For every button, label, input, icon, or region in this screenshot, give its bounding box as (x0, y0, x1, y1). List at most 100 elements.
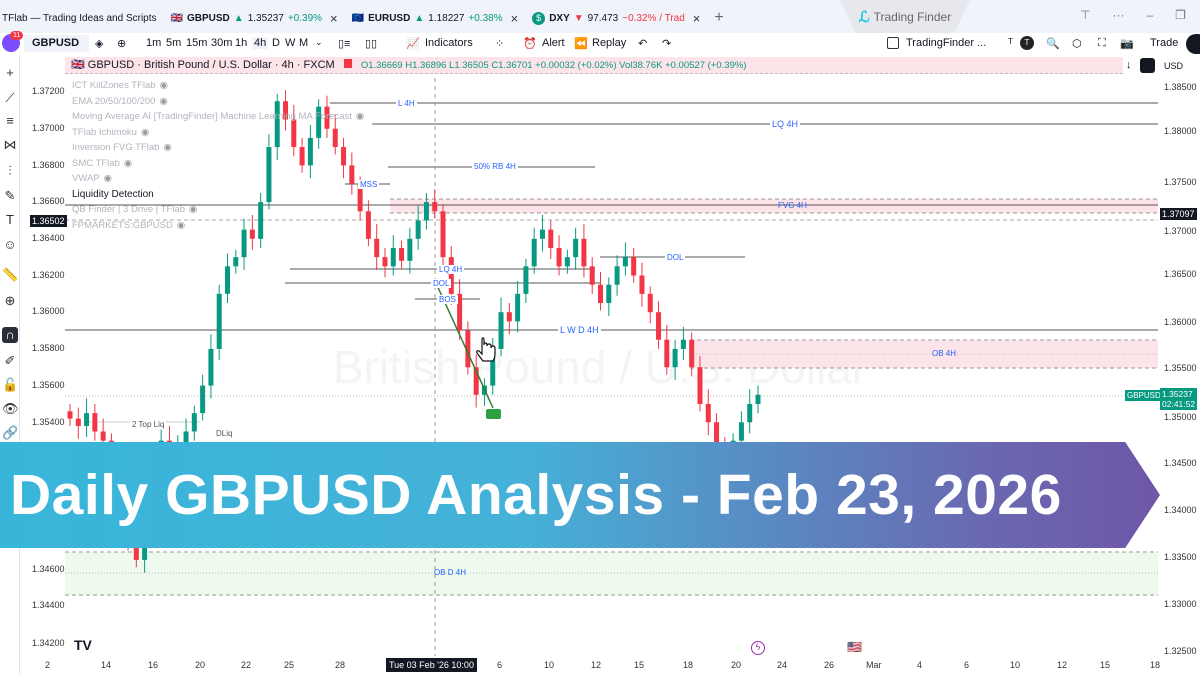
lock-drawings-icon[interactable]: ✐ (4, 353, 16, 368)
camera-icon[interactable]: 📷 (1120, 38, 1134, 50)
tradingview-logo[interactable]: TV (74, 637, 92, 653)
trend-line-icon[interactable]: ⟋ (5, 90, 15, 105)
interval-d[interactable]: D (272, 37, 280, 49)
indicator-item[interactable]: EMA 20/50/100/200 ◉ (72, 95, 168, 107)
new-tab-button[interactable]: + (714, 9, 724, 26)
fib-icon[interactable]: ≡ (6, 113, 14, 128)
indicator-item[interactable]: Inversion FVG TFlab ◉ (72, 142, 172, 153)
close-icon[interactable]: × (510, 10, 519, 26)
eye-hidden-icon[interactable]: ◉ (123, 157, 133, 169)
eye-icon[interactable]: 👁 (2, 401, 19, 416)
brush-icon[interactable]: ✎ (4, 188, 16, 203)
text-icon[interactable]: T (6, 212, 14, 227)
eye-hidden-icon[interactable]: ◉ (103, 173, 112, 184)
settings-icon[interactable]: ⬡ (1072, 38, 1082, 50)
eye-hidden-icon[interactable]: ◉ (163, 142, 172, 153)
add-symbol-icon[interactable]: ⊕ (117, 38, 127, 50)
indicator-item[interactable]: Moving Average AI [TradingFinder] Machin… (72, 111, 365, 122)
arrow-down-icon[interactable]: ↓ (1126, 59, 1132, 71)
close-icon[interactable]: × (330, 10, 338, 26)
publish-button[interactable] (1186, 34, 1200, 54)
dollar-icon: $ (532, 11, 546, 25)
zoom-in-icon[interactable]: ⊕ (4, 293, 16, 308)
redo-icon[interactable]: ↷ (662, 38, 672, 50)
tab-tflab[interactable]: TFlab — Trading Ideas and Scripts (2, 12, 157, 24)
price-tick: 1.38500 (1164, 82, 1197, 92)
candle-body (564, 257, 570, 267)
eye-hidden-icon[interactable]: ◉ (355, 111, 365, 122)
label-50rb: 50% RB 4H (472, 162, 518, 171)
candle-body (697, 367, 703, 404)
more-icon[interactable]: ··· (1112, 8, 1125, 22)
alert-button[interactable]: Alert (542, 37, 565, 49)
link-icon[interactable]: 🔗 (2, 425, 19, 440)
lock-icon[interactable]: 🔓 (2, 377, 19, 392)
candle-body (581, 238, 587, 267)
time-tick: 6 (964, 660, 970, 670)
chevron-down-icon[interactable]: ⌄ (315, 37, 323, 47)
emoji-icon[interactable]: ☺ (3, 237, 17, 252)
symbol-legend[interactable]: 🇬🇧 GBPUSD · British Pound / U.S. Dollar … (65, 57, 1123, 74)
interval-w[interactable]: W (285, 37, 296, 49)
indicator-item[interactable]: SMC TFlab ◉ (72, 157, 133, 169)
magnet-icon[interactable]: ∩ (2, 327, 18, 343)
interval-1h[interactable]: 1h (235, 37, 248, 49)
compare-icon[interactable]: ◈ (95, 38, 104, 50)
eye-hidden-icon[interactable]: ◉ (176, 219, 186, 231)
restore-icon[interactable]: ❐ (1175, 8, 1186, 22)
quick-search-icon[interactable]: 🔍 (1046, 38, 1060, 50)
candle-body (191, 413, 197, 432)
lightning-icon[interactable]: ϟ (751, 641, 765, 655)
user-avatar[interactable]: T (1020, 36, 1034, 50)
templates-icon[interactable]: ⁘ (495, 38, 505, 50)
indicator-item[interactable]: VWAP ◉ (72, 173, 112, 184)
auto-scale-button[interactable] (1140, 58, 1155, 73)
time-tick: 15 (634, 660, 645, 670)
eye-hidden-icon[interactable]: ◉ (159, 80, 168, 91)
interval-30m[interactable]: 30m (211, 37, 233, 49)
close-icon[interactable]: × (692, 10, 701, 26)
tab-eurusd[interactable]: 🇪🇺 EURUSD ▲ 1.18227 +0.38% × (351, 10, 519, 26)
indicator-item[interactable]: QB Finder | 3 Drive | TFlab ◉ (72, 204, 198, 215)
eye-hidden-icon[interactable]: ◉ (159, 95, 168, 107)
indicator-item[interactable]: TFlab Ichimoku ◉ (72, 126, 150, 138)
indicator-item[interactable]: FPMARKETS:GBPUSD ◉ (72, 219, 186, 231)
ruler-icon[interactable]: 📏 (2, 267, 19, 282)
candle-body (573, 238, 579, 258)
pin-icon[interactable]: ⊤ (1080, 8, 1091, 22)
tab-dxy[interactable]: $ DXY ▼ 97.473 −0.32% / Trad × (532, 11, 700, 26)
candle-body (332, 128, 338, 148)
pattern-icon[interactable]: ⋈ (3, 137, 17, 152)
indicator-item[interactable]: ICT KillZones TFlab ◉ (72, 80, 168, 91)
indicators-icon: 📈 (406, 38, 420, 50)
symbol-search[interactable]: GBPUSD (24, 35, 89, 52)
fullscreen-icon[interactable]: ⛶ (1098, 37, 1106, 49)
bar-style-icon[interactable]: ▯≡ (338, 38, 351, 50)
time-axis[interactable]: 2 14 16 20 22 25 28 6 10 12 15 18 20 24 26 Mar 4 6 10 12 15 1… (22, 656, 1200, 675)
minimize-icon[interactable]: – (1146, 8, 1154, 22)
indicators-button[interactable]: Indicators (425, 37, 473, 49)
layout-name[interactable]: TradingFinder ... (906, 37, 987, 49)
candles-icon[interactable]: ▯▯ (365, 38, 378, 50)
replay-button[interactable]: Replay (592, 37, 627, 49)
interval-5m[interactable]: 5m (166, 37, 182, 49)
crosshair-icon[interactable]: + (6, 65, 14, 80)
interval-m[interactable]: M (299, 37, 309, 49)
us-flag-icon[interactable]: 🇺🇸 (847, 640, 862, 654)
interval-4h[interactable]: 4h (252, 37, 269, 49)
currency-select[interactable]: USD (1164, 61, 1184, 71)
tab-gbpusd[interactable]: 🇬🇧 GBPUSD ▲ 1.35237 +0.39% × (170, 10, 338, 26)
forecast-icon[interactable]: ⫶ (8, 163, 12, 178)
candle-body (133, 541, 139, 560)
undo-icon[interactable]: ↶ (638, 38, 648, 50)
eye-hidden-icon[interactable]: ◉ (140, 126, 150, 138)
eye-hidden-icon[interactable]: ◉ (189, 204, 198, 215)
indicator-item[interactable]: Liquidity Detection (72, 188, 154, 200)
trade-button[interactable]: Trade (1150, 37, 1179, 49)
window-controls[interactable]: ⊤ ··· – ❐ (1080, 8, 1186, 22)
candle-body (324, 106, 330, 129)
interval-1m[interactable]: 1m (146, 37, 162, 49)
layout-checkbox[interactable] (887, 37, 899, 49)
interval-15m[interactable]: 15m (186, 37, 208, 49)
